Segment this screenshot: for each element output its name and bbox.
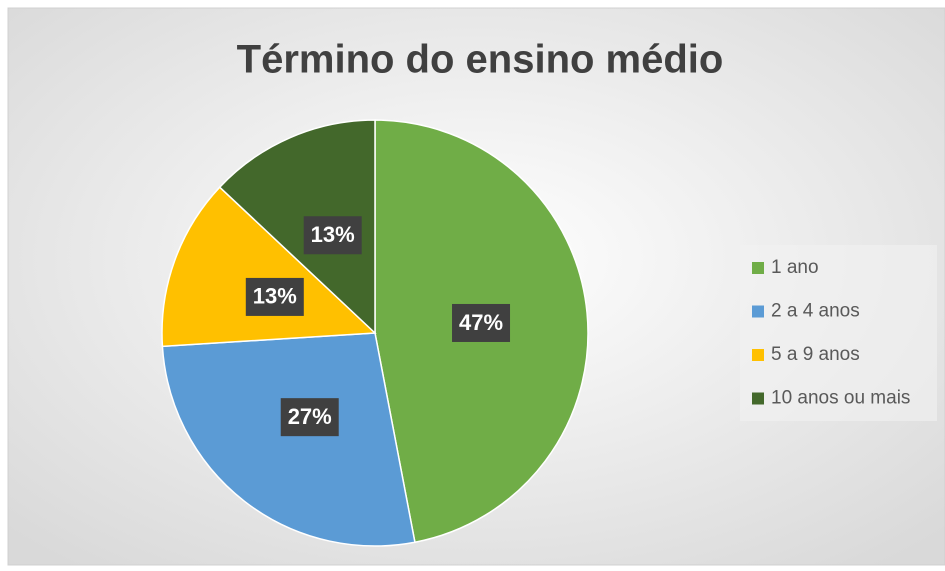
data-label: 13% [253, 284, 297, 309]
pie-slice [218, 119, 376, 335]
data-label-box [245, 277, 304, 316]
legend-swatch [752, 349, 764, 361]
chart-title: Término do ensino médio [237, 38, 724, 82]
legend-label: 5 a 9 anos [771, 344, 860, 365]
data-label: 13% [311, 222, 355, 247]
data-label-box [303, 216, 362, 255]
data-label-box [280, 398, 339, 437]
legend-label: 10 anos ou mais [771, 388, 910, 409]
legend-swatch [752, 392, 764, 405]
data-label: 47% [459, 310, 503, 335]
pie-slice [161, 186, 377, 348]
legend-swatch [752, 305, 764, 318]
legend-label: 2 a 4 anos [771, 301, 860, 322]
legend-label: 1 ano [771, 257, 819, 278]
legend-box [740, 245, 937, 421]
pie-slice [161, 332, 416, 547]
data-label-box [452, 303, 511, 342]
data-label: 27% [288, 404, 332, 429]
legend-swatch [752, 262, 764, 274]
